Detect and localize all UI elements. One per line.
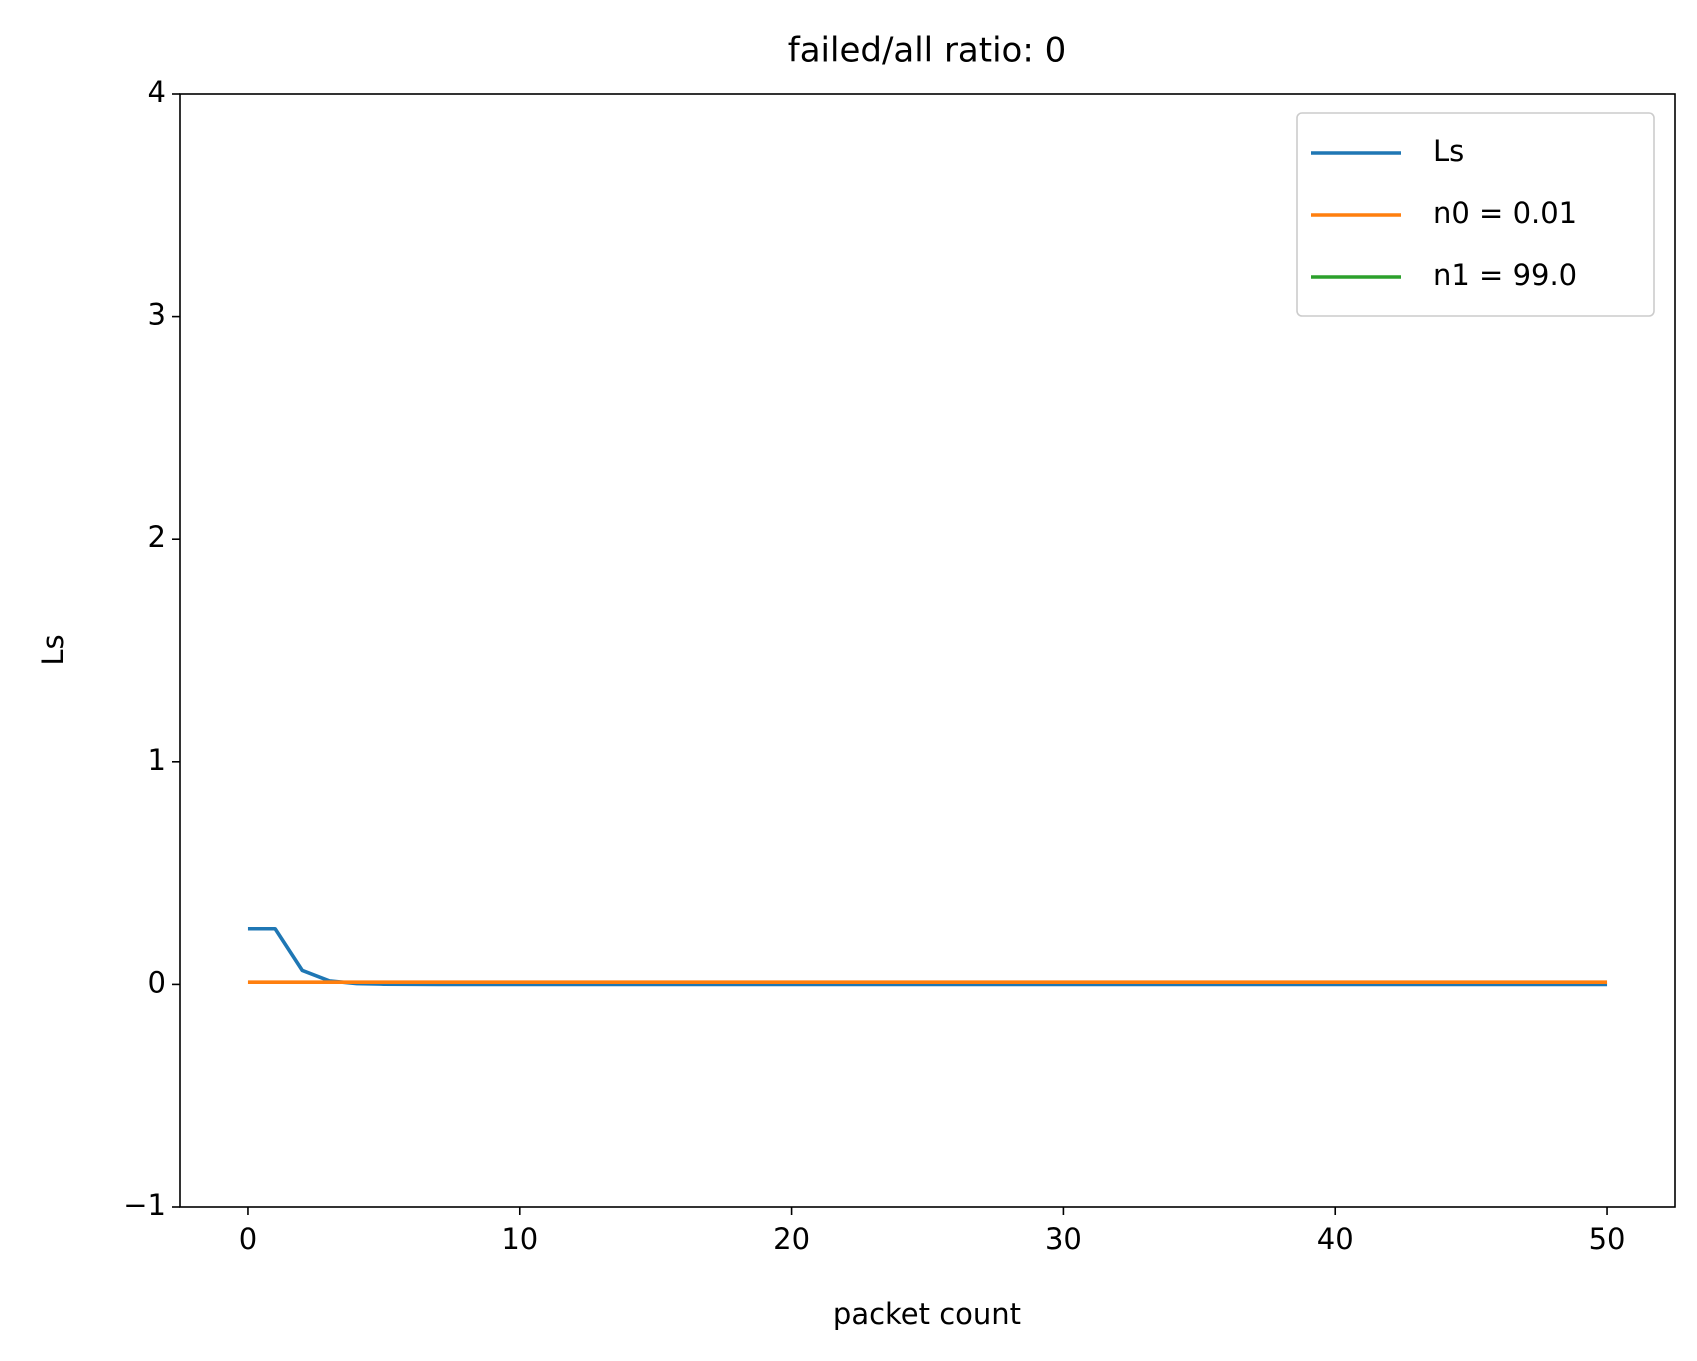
x-axis-label: packet count: [833, 1297, 1021, 1331]
legend-label: n0 = 0.01: [1433, 196, 1577, 230]
x-tick-label: 50: [1589, 1222, 1626, 1256]
plot-area: [247, 926, 1608, 987]
y-tick-label: 1: [148, 743, 166, 777]
legend-label: Ls: [1433, 134, 1464, 168]
series-line: [247, 926, 1608, 987]
x-tick-label: 30: [1045, 1222, 1082, 1256]
y-tick-label: 4: [148, 75, 166, 109]
legend-box: [1296, 112, 1655, 317]
x-tick-label: 40: [1317, 1222, 1354, 1256]
x-tick-label: 10: [501, 1222, 538, 1256]
y-axis-label: Ls: [36, 634, 70, 665]
x-tick-label: 20: [773, 1222, 810, 1256]
y-tick-label: 3: [148, 298, 166, 332]
y-tick-label: −1: [123, 1188, 166, 1222]
y-tick-label: 2: [148, 520, 166, 554]
legend-label: n1 = 99.0: [1433, 258, 1577, 292]
chart-title: failed/all ratio: 0: [788, 31, 1066, 71]
x-tick-label: 0: [239, 1222, 257, 1256]
axes-frame: [179, 93, 1676, 1208]
y-tick-label: 0: [148, 965, 166, 999]
